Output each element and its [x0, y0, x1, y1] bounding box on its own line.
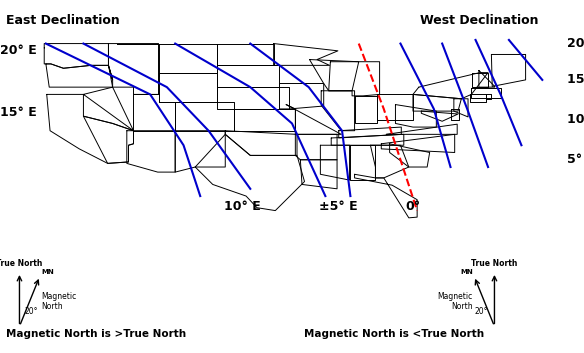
Text: East Declination: East Declination — [6, 14, 120, 27]
Text: 10° W: 10° W — [567, 113, 584, 126]
Text: 20°: 20° — [474, 307, 488, 316]
Text: 20° W: 20° W — [567, 37, 584, 50]
Text: West Declination: West Declination — [420, 14, 539, 27]
Text: 0°: 0° — [405, 201, 420, 214]
Text: True North: True North — [0, 259, 43, 268]
Text: ±5° E: ±5° E — [319, 201, 357, 214]
Text: Magnetic
North: Magnetic North — [437, 292, 472, 311]
Text: Magnetic North is <True North: Magnetic North is <True North — [304, 329, 484, 339]
Text: 10° E: 10° E — [224, 201, 260, 214]
Text: MN: MN — [460, 269, 472, 275]
Text: 15° E: 15° E — [0, 106, 37, 119]
Text: 5° W: 5° W — [567, 153, 584, 166]
Text: Magnetic North is >True North: Magnetic North is >True North — [6, 329, 186, 339]
Text: True North: True North — [471, 259, 517, 268]
Text: 15° W: 15° W — [567, 73, 584, 86]
Text: Magnetic
North: Magnetic North — [41, 292, 77, 311]
Text: 20°: 20° — [25, 307, 38, 316]
Text: 20° E: 20° E — [0, 44, 37, 57]
Text: MN: MN — [41, 269, 54, 275]
